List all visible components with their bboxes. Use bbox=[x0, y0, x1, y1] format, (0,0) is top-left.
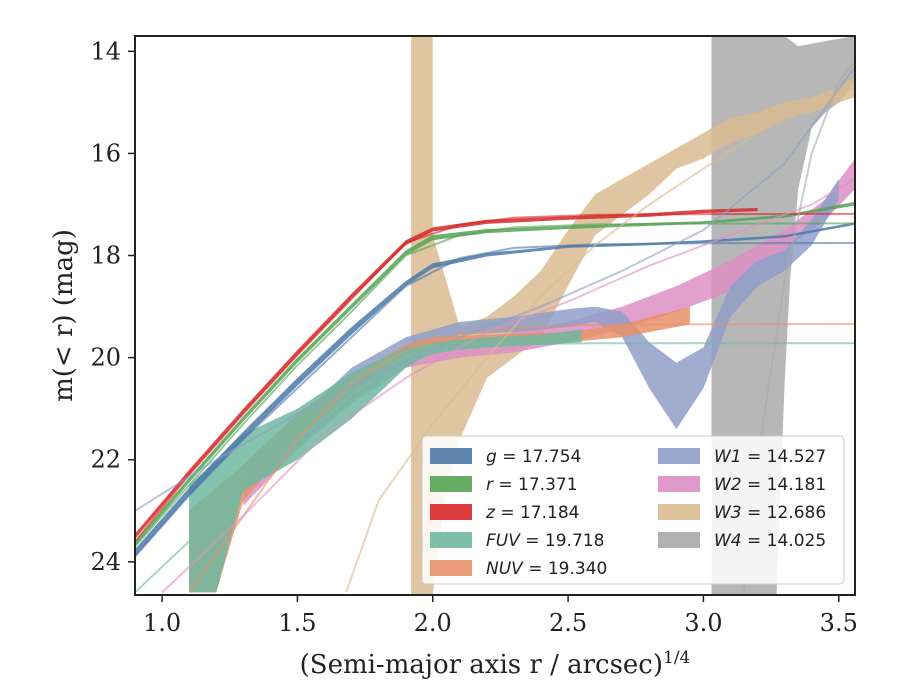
y-tick-label-5: 24 bbox=[90, 548, 121, 576]
fit-line-w3 bbox=[345, 86, 855, 593]
plot-frame bbox=[134, 35, 856, 596]
band-w2 bbox=[243, 158, 855, 506]
legend-label-nuv: NUV = 19.340 bbox=[486, 559, 607, 579]
band-w3 bbox=[411, 36, 855, 595]
fit-line-z bbox=[135, 212, 855, 543]
legend-swatch-w1 bbox=[658, 448, 700, 464]
legend-label-w1: W1 = 14.527 bbox=[714, 447, 826, 467]
legend-label-z: z = 17.184 bbox=[485, 503, 579, 523]
x-tick-label-3: 2.5 bbox=[549, 609, 587, 637]
y-tick-label-1: 16 bbox=[90, 139, 121, 167]
x-axis-label-exponent: 1/4 bbox=[663, 648, 690, 668]
legend-swatch-r bbox=[430, 476, 472, 492]
fit-line-r bbox=[135, 222, 855, 548]
band-fuv bbox=[189, 329, 582, 593]
x-axis-label: (Semi-major axis r / arcsec)1/4 bbox=[300, 648, 691, 680]
y-tick-label-2: 18 bbox=[90, 242, 121, 270]
legend-box bbox=[421, 435, 845, 585]
legend-label-w4: W4 = 14.025 bbox=[714, 531, 826, 551]
fit-line-w1 bbox=[135, 66, 855, 512]
fit-line-nuv bbox=[188, 322, 855, 593]
x-tick-label-0: 1.0 bbox=[143, 609, 181, 637]
fit-line-g bbox=[135, 242, 855, 558]
x-tick-label-2: 2.0 bbox=[414, 609, 452, 637]
band-w1 bbox=[243, 178, 839, 491]
legend-swatch-w3 bbox=[658, 504, 700, 520]
legend: g = 17.754 r = 17.371 z = 17.184 FUV = 19.7… bbox=[421, 435, 845, 585]
x-axis-label-main: (Semi-major axis r / arcsec) bbox=[300, 650, 663, 680]
legend-label-g: g = 17.754 bbox=[486, 447, 581, 467]
legend-label-fuv: FUV = 19.718 bbox=[486, 531, 604, 551]
y-tick-label-4: 22 bbox=[90, 446, 121, 474]
legend-label-r: r = 17.371 bbox=[486, 475, 578, 495]
legend-swatch-z bbox=[430, 504, 472, 520]
fit-layer bbox=[135, 60, 855, 594]
x-tick-label-5: 3.5 bbox=[820, 609, 858, 637]
legend-swatch-nuv bbox=[430, 560, 472, 576]
legend-swatch-fuv bbox=[430, 532, 472, 548]
x-tick-label-1: 1.5 bbox=[278, 609, 316, 637]
legend-label-w3: W3 = 12.686 bbox=[714, 503, 826, 523]
axes: 1.0 1.5 2.0 2.5 3.0 3.5 14 16 18 20 22 24 bbox=[90, 35, 858, 637]
y-tick-label-3: 20 bbox=[90, 344, 121, 372]
y-tick-label-0: 14 bbox=[90, 37, 121, 65]
legend-swatch-w2 bbox=[658, 476, 700, 492]
y-axis-label: m(< r) (mag) bbox=[49, 229, 79, 402]
legend-swatch-g bbox=[430, 448, 472, 464]
legend-label-w2: W2 = 14.181 bbox=[714, 475, 826, 495]
x-tick-label-4: 3.0 bbox=[684, 609, 722, 637]
fit-line-w2 bbox=[161, 178, 855, 594]
legend-swatch-w4 bbox=[658, 532, 700, 548]
